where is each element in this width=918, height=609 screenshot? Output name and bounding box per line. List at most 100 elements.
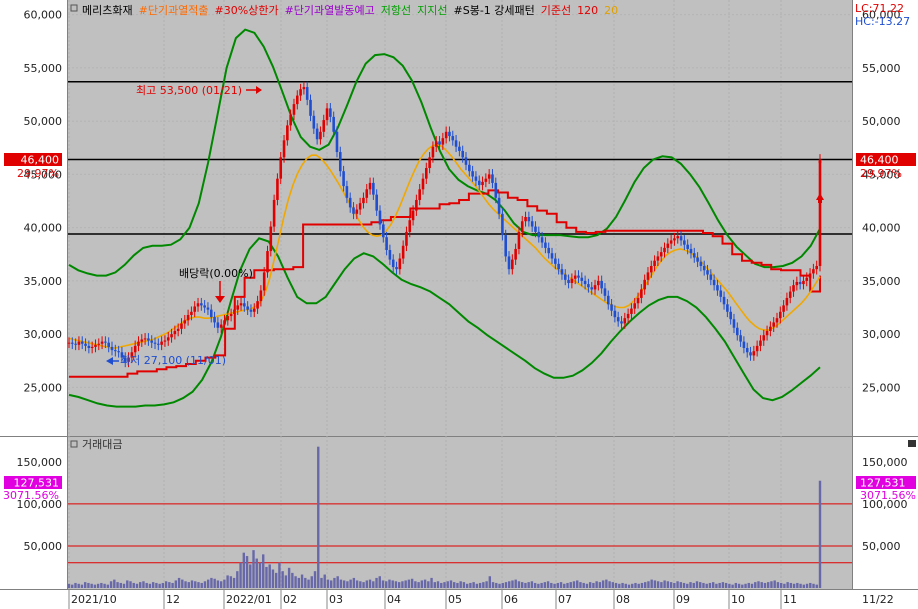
volume-bar: [818, 480, 822, 588]
candle-body: [501, 213, 504, 236]
volume-bar: [478, 582, 482, 588]
volume-bar: [297, 577, 301, 588]
candle-body: [438, 141, 441, 145]
volume-bar: [265, 566, 268, 588]
volume-bar: [563, 583, 566, 588]
volume-bar: [699, 582, 702, 588]
candle-body: [544, 242, 547, 248]
candle-body: [365, 189, 369, 198]
candle-body: [434, 141, 438, 147]
candle-body: [216, 322, 220, 328]
candle-body: [802, 280, 805, 285]
volume-bar: [216, 580, 220, 588]
candle-body: [176, 328, 180, 331]
candle-body: [325, 108, 329, 121]
volume-bar: [239, 562, 242, 588]
candle-body: [593, 285, 597, 290]
candle-body: [84, 343, 87, 346]
candle-body: [583, 280, 587, 285]
candle-body: [640, 289, 643, 298]
candle-body: [378, 210, 382, 225]
volume-bar: [495, 582, 498, 588]
volume-bar: [763, 582, 767, 588]
candle-body: [180, 323, 183, 329]
close-panel-icon[interactable]: [908, 440, 916, 447]
candle-body: [448, 131, 451, 137]
candle-body: [557, 263, 560, 270]
price-ytick-left: 35,000: [24, 275, 63, 288]
volume-bar: [74, 582, 77, 588]
candle-body: [623, 318, 627, 324]
volume-bar: [514, 579, 517, 588]
volume-bar: [618, 583, 621, 588]
volume-bar: [718, 582, 721, 588]
candle-body: [425, 168, 428, 179]
candle-body: [514, 248, 517, 260]
candle-body: [683, 240, 686, 245]
candle-body: [97, 343, 101, 345]
x-tick-label: 07: [558, 593, 572, 606]
volume-bar: [278, 562, 281, 588]
low-arrow-icon: [106, 357, 113, 365]
candle-body: [262, 272, 266, 291]
candle-body: [338, 152, 342, 172]
candle-body: [461, 150, 464, 158]
volume-bar: [770, 581, 773, 588]
candle-body: [137, 341, 140, 346]
candle-body: [322, 120, 326, 132]
volume-bar: [527, 582, 530, 588]
volume-bar: [744, 583, 747, 588]
volume-bar: [511, 580, 514, 588]
candle-body: [603, 288, 607, 296]
volume-bar: [359, 581, 362, 588]
volume-bar: [566, 582, 569, 588]
candle-body: [309, 99, 312, 116]
price-ytick-right: 40,000: [862, 222, 901, 235]
candle-body: [71, 342, 74, 344]
buy-signal-icon: [816, 193, 824, 200]
legend-item: 120: [577, 4, 598, 17]
candle-body: [798, 281, 802, 285]
volume-bar: [126, 580, 129, 588]
candle-body: [716, 285, 719, 291]
volume-ytick-left: 150,000: [17, 456, 63, 469]
volume-tag-right: [856, 476, 916, 489]
candle-body: [411, 210, 415, 221]
volume-bar: [682, 582, 686, 588]
candle-body: [458, 146, 461, 151]
volume-bar: [705, 583, 708, 588]
x-tick-label: 06: [504, 593, 518, 606]
volume-bar: [67, 583, 71, 588]
volume-bar: [595, 581, 598, 588]
candle-body: [468, 164, 471, 172]
candle-body: [573, 275, 577, 279]
volume-bar: [812, 583, 815, 588]
volume-bar: [310, 576, 313, 588]
volume-bar: [786, 582, 789, 588]
volume-bar: [715, 583, 718, 588]
volume-bar: [585, 583, 589, 588]
volume-bar: [666, 581, 670, 588]
volume-bar: [96, 583, 100, 588]
candle-body: [130, 352, 134, 358]
candle-body: [699, 261, 703, 266]
baseline-line: [69, 189, 821, 378]
candle-body: [213, 317, 216, 323]
candle-body: [114, 350, 117, 352]
volume-bar: [368, 579, 372, 588]
volume-bar: [508, 581, 511, 588]
volume-bar: [119, 582, 122, 588]
volume-bar: [627, 584, 631, 588]
volume-bar: [161, 582, 165, 588]
x-tick-label: 03: [329, 593, 343, 606]
volume-bar: [113, 579, 116, 588]
volume-bar: [420, 580, 424, 588]
volume-bar: [540, 582, 543, 588]
candle-body: [236, 305, 240, 310]
volume-bar: [417, 582, 420, 588]
volume-bar: [313, 571, 317, 588]
volume-bar: [533, 582, 537, 588]
volume-bar: [676, 581, 679, 588]
candle-body: [249, 309, 253, 312]
volume-bar: [789, 582, 793, 588]
